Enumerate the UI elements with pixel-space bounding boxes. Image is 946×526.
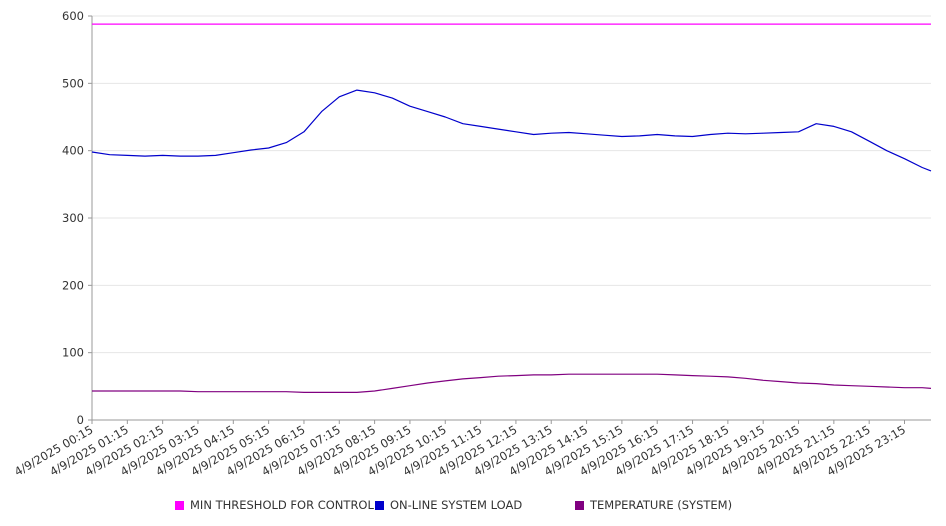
axes — [88, 15, 931, 424]
y-tick-label-0: 0 — [77, 413, 84, 427]
y-tick-label-600: 600 — [62, 9, 84, 23]
y-tick-labels: 0 100 200 300 400 500 600 — [62, 9, 84, 427]
legend-item-temperature[interactable]: TEMPERATURE (SYSTEM) — [575, 498, 732, 512]
legend-swatch-temperature — [575, 500, 584, 510]
x-tick-labels: 4/9/2025 00:154/9/2025 01:154/9/2025 02:… — [12, 422, 908, 478]
legend-label-min-threshold: MIN THRESHOLD FOR CONTROL — [190, 498, 374, 512]
legend-item-min-threshold[interactable]: MIN THRESHOLD FOR CONTROL — [175, 498, 374, 512]
grid-lines — [92, 15, 931, 354]
series-lines — [91, 23, 932, 393]
series-line-system-load — [91, 89, 932, 172]
y-tick-label-500: 500 — [62, 76, 84, 90]
legend-swatch-min-threshold — [175, 500, 184, 510]
legend: MIN THRESHOLD FOR CONTROL ON-LINE SYSTEM… — [0, 498, 946, 514]
legend-item-system-load[interactable]: ON-LINE SYSTEM LOAD — [375, 498, 522, 512]
y-tick-label-300: 300 — [62, 211, 84, 225]
y-tick-label-400: 400 — [62, 144, 84, 158]
legend-label-temperature: TEMPERATURE (SYSTEM) — [590, 498, 733, 512]
series-line-temperature — [92, 373, 932, 393]
legend-label-system-load: ON-LINE SYSTEM LOAD — [390, 498, 523, 512]
y-tick-label-200: 200 — [62, 278, 84, 292]
y-tick-label-100: 100 — [62, 346, 84, 360]
legend-swatch-system-load — [375, 500, 384, 510]
